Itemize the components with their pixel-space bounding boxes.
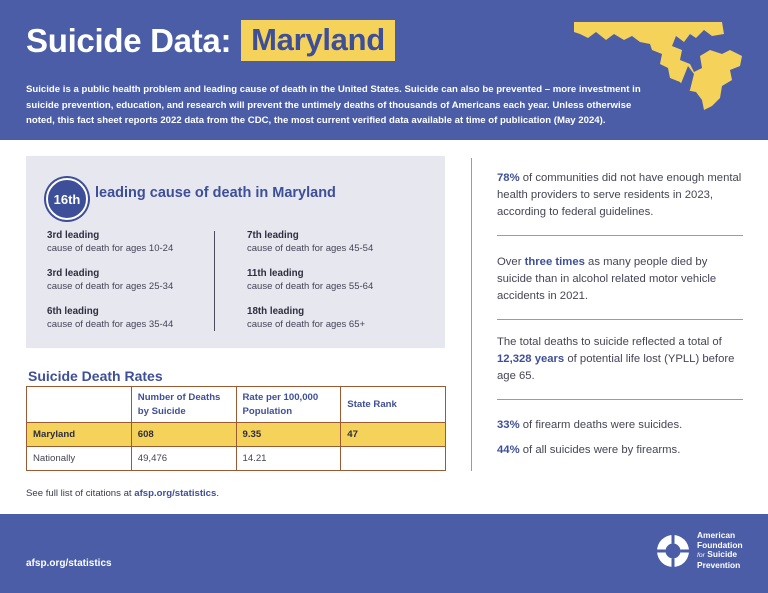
intro-paragraph: Suicide is a public health problem and l… bbox=[26, 84, 641, 126]
logo-line: for Suicide bbox=[697, 549, 743, 561]
vertical-divider bbox=[471, 158, 472, 471]
table-row-national: Nationally 49,476 14.21 bbox=[26, 446, 446, 471]
state-name-badge: Maryland bbox=[241, 20, 395, 61]
table-cell: 14.21 bbox=[235, 446, 342, 471]
table-header-cell: Number of Deaths by Suicide bbox=[130, 386, 237, 423]
rank-item: 6th leading cause of death for ages 35-4… bbox=[47, 305, 173, 343]
table-cell: 49,476 bbox=[130, 446, 237, 471]
lifesaver-ring-logo-icon bbox=[657, 534, 689, 567]
table-cell: 47 bbox=[340, 422, 446, 447]
fact-highlight: 33% bbox=[497, 419, 520, 431]
rank-item: 3rd leading cause of death for ages 10-2… bbox=[47, 229, 173, 267]
fact-divider bbox=[497, 399, 743, 400]
fact-divider bbox=[497, 319, 743, 320]
fact-text: of all suicides were by firearms. bbox=[519, 444, 681, 456]
table-row-maryland: Maryland 608 9.35 47 bbox=[26, 422, 446, 447]
logo-line: Prevention bbox=[697, 559, 741, 570]
rank-item: 3rd leading cause of death for ages 25-3… bbox=[47, 267, 173, 305]
fact-text: Over bbox=[497, 256, 525, 268]
logo-line-for: for bbox=[697, 552, 705, 559]
rank-label: 3rd leading bbox=[47, 230, 100, 241]
fact-firearm-deaths: 33% of firearm deaths were suicides. bbox=[497, 417, 743, 434]
title-row: Suicide Data: Maryland bbox=[26, 20, 395, 61]
fact-text: The total deaths to suicide reflected a … bbox=[497, 336, 722, 348]
table-cell: 9.35 bbox=[235, 422, 342, 447]
fact-highlight: 44% bbox=[497, 444, 520, 456]
table-cell bbox=[340, 446, 446, 471]
fact-highlight: three times bbox=[524, 256, 585, 268]
rank-item: 11th leading cause of death for ages 55-… bbox=[247, 267, 373, 305]
fact-divider bbox=[497, 235, 743, 236]
citations-link[interactable]: afsp.org/statistics bbox=[134, 488, 217, 499]
column-divider bbox=[214, 231, 215, 331]
leading-cause-panel: 16th leading cause of death in Maryland … bbox=[26, 156, 445, 348]
rank-label: 6th leading bbox=[47, 306, 99, 317]
suicide-death-rates-table: Number of Deaths by Suicide Rate per 100… bbox=[26, 386, 446, 471]
header-banner: Suicide Data: Maryland Suicide is a publ… bbox=[0, 0, 768, 140]
rank-label: 7th leading bbox=[247, 230, 299, 241]
rank-description: cause of death for ages 55-64 bbox=[247, 281, 374, 292]
fact-text: of potential life lost (YPLL) before age… bbox=[497, 353, 735, 382]
fact-ypll: The total deaths to suicide reflected a … bbox=[497, 334, 743, 385]
fact-suicides-by-firearm: 44% of all suicides were by firearms. bbox=[497, 442, 743, 459]
maryland-map-icon bbox=[574, 22, 742, 110]
fact-highlight: 78% bbox=[497, 172, 520, 184]
logo-wordmark: American Foundation for Suicide Preventi… bbox=[697, 530, 743, 570]
fact-highlight: 12,328 years bbox=[497, 353, 565, 365]
rank-badge: 16th bbox=[46, 178, 88, 220]
fact-mental-health-providers: 78% of communities did not have enough m… bbox=[497, 170, 743, 221]
afsp-logo: American Foundation for Suicide Preventi… bbox=[656, 530, 743, 570]
fact-text: as many people died by suicide than in a… bbox=[497, 256, 717, 302]
citations-note: See full list of citations at afsp.org/s… bbox=[26, 488, 219, 499]
rank-description: cause of death for ages 25-34 bbox=[47, 281, 174, 292]
rank-column-left: 3rd leading cause of death for ages 10-2… bbox=[47, 229, 173, 343]
logo-line-suicide: Suicide bbox=[707, 549, 738, 559]
logo-line: American bbox=[697, 530, 736, 540]
rank-description: cause of death for ages 45-54 bbox=[247, 243, 374, 254]
table-header-cell bbox=[26, 386, 132, 423]
rank-description: cause of death for ages 10-24 bbox=[47, 243, 174, 254]
table-cell: Nationally bbox=[26, 446, 132, 471]
rank-item: 18th leading cause of death for ages 65+ bbox=[247, 305, 373, 343]
rates-table-title: Suicide Death Rates bbox=[28, 368, 163, 384]
facts-column: 78% of communities did not have enough m… bbox=[497, 170, 743, 459]
page-title: Suicide Data: bbox=[26, 21, 232, 59]
footer-link[interactable]: afsp.org/statistics bbox=[26, 558, 112, 569]
citations-suffix: . bbox=[216, 488, 220, 499]
rank-description: cause of death for ages 65+ bbox=[247, 319, 366, 330]
table-cell: Maryland bbox=[26, 422, 132, 447]
fact-text: of communities did not have enough menta… bbox=[497, 172, 742, 218]
fact-alcohol-comparison: Over three times as many people died by … bbox=[497, 254, 743, 305]
rank-description: cause of death for ages 35-44 bbox=[47, 319, 174, 330]
logo-line: Foundation bbox=[697, 539, 743, 550]
citations-prefix: See full list of citations at bbox=[26, 488, 135, 499]
rank-item: 7th leading cause of death for ages 45-5… bbox=[247, 229, 373, 267]
rank-label: 3rd leading bbox=[47, 268, 100, 279]
rank-label: 11th leading bbox=[247, 268, 304, 279]
rank-column-right: 7th leading cause of death for ages 45-5… bbox=[247, 229, 373, 343]
rank-label: 18th leading bbox=[247, 306, 305, 317]
rank-headline: leading cause of death in Maryland bbox=[95, 185, 336, 201]
table-header-cell: Rate per 100,000 Population bbox=[235, 386, 342, 423]
table-cell: 608 bbox=[130, 422, 237, 447]
fact-text: of firearm deaths were suicides. bbox=[519, 419, 683, 431]
footer-banner: afsp.org/statistics American Foundation … bbox=[0, 514, 768, 593]
table-header-cell: State Rank bbox=[340, 386, 446, 423]
table-header-row: Number of Deaths by Suicide Rate per 100… bbox=[26, 386, 446, 423]
